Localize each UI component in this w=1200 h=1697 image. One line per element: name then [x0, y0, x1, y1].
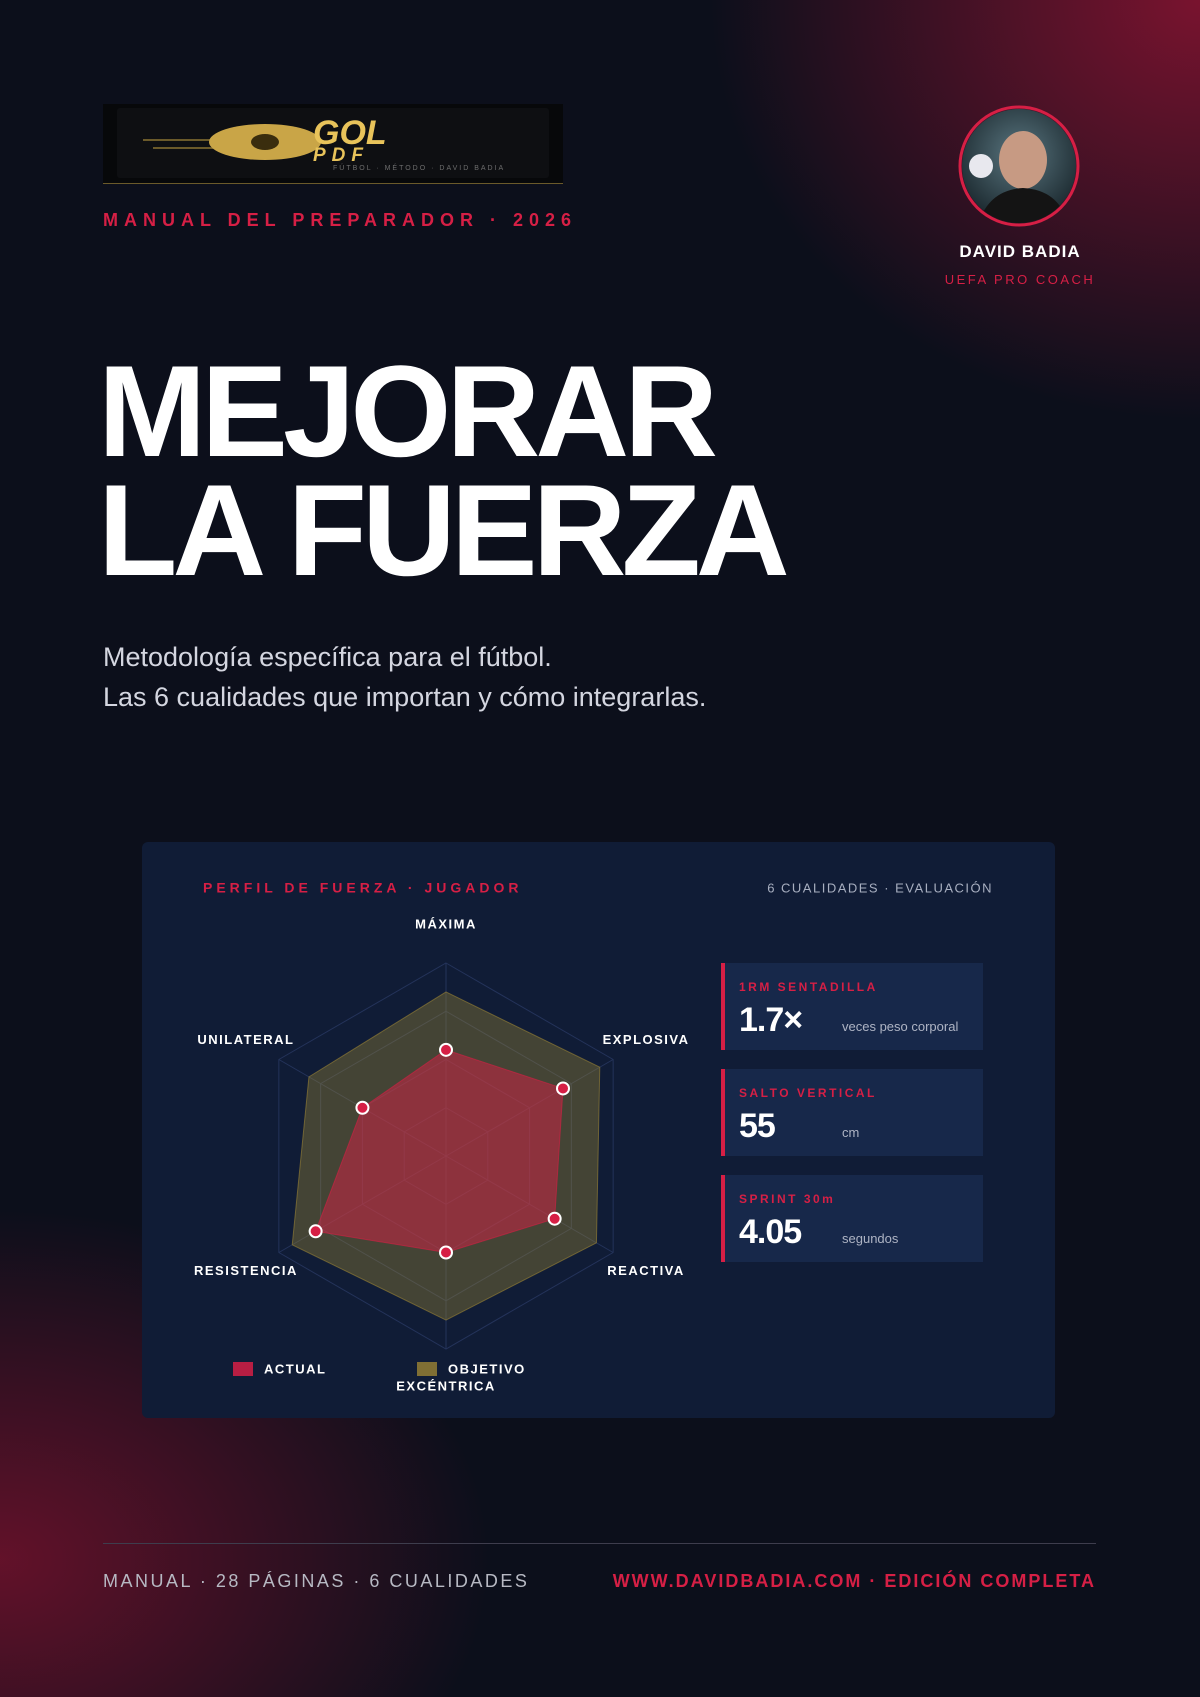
author-role: UEFA PRO COACH: [944, 272, 1096, 287]
footer-left: MANUAL · 28 PÁGINAS · 6 CUALIDADES: [103, 1571, 530, 1591]
stat-unit: cm: [842, 1125, 860, 1140]
legend-swatch: [233, 1362, 253, 1376]
logo-title: GOL: [313, 114, 387, 152]
stat-card: SALTO VERTICAL 55 cm: [721, 1069, 983, 1156]
stat-label: SALTO VERTICAL: [739, 1086, 877, 1100]
chart-panel: PERFIL DE FUERZA · JUGADOR 6 CUALIDADES …: [142, 842, 1055, 1418]
subtitle: Metodología específica para el fútbol.: [103, 642, 552, 672]
logo-frame: [117, 108, 549, 178]
data-point: [439, 1245, 453, 1260]
stat-card: SPRINT 30m 4.05 segundos: [721, 1175, 983, 1262]
legend-swatch: [417, 1362, 437, 1376]
author-photo: [957, 104, 1081, 228]
chart-title: PERFIL DE FUERZA · JUGADOR: [203, 880, 522, 896]
footer-rule: [103, 1543, 1096, 1544]
logo: GOL PDF FÚTBOL · MÉTODO · DAVID BADIA: [103, 104, 563, 184]
stat-unit: veces peso corporal: [842, 1019, 959, 1034]
axis-label: MÁXIMA: [415, 916, 477, 931]
stat-card: 1RM SENTADILLA 1.7× veces peso corporal: [721, 963, 983, 1050]
author-name: DAVID BADIA: [959, 242, 1081, 261]
radar-chart: PERFIL DE FUERZA · JUGADOR 6 CUALIDADES …: [194, 880, 993, 1394]
photo-ring: [958, 105, 1080, 227]
photo-badge: [969, 154, 993, 178]
stat-unit: segundos: [842, 1231, 899, 1246]
data-point: [355, 1100, 370, 1115]
kicker: MANUAL DEL PREPARADOR · 2026: [103, 210, 578, 230]
logo-subtitle: PDF: [313, 145, 369, 166]
logo-art: GOL PDF FÚTBOL · MÉTODO · DAVID BADIA: [117, 108, 549, 178]
photo-art: [958, 105, 1080, 227]
data-point: [556, 1081, 571, 1096]
main-title: LA FUERZA: [98, 457, 790, 603]
footer-right: WWW.DAVIDBADIA.COM · EDICIÓN COMPLETA: [612, 1571, 1096, 1591]
stat-value: 55: [739, 1107, 776, 1145]
legend-label: OBJETIVO: [448, 1361, 526, 1376]
axis-label: REACTIVA: [607, 1263, 684, 1278]
axis-label: EXPLOSIVA: [603, 1032, 690, 1047]
data-point: [547, 1211, 562, 1226]
data-point: [439, 1042, 453, 1057]
stat-label: SPRINT 30m: [739, 1192, 836, 1206]
data-point: [308, 1224, 323, 1239]
photo-head: [999, 131, 1047, 189]
legend-label: ACTUAL: [264, 1361, 326, 1376]
stat-value: 4.05: [739, 1213, 802, 1251]
subtitle: Las 6 cualidades que importan y cómo int…: [103, 682, 707, 712]
main-title: MEJORAR: [98, 338, 718, 484]
axis-label: EXCÉNTRICA: [396, 1378, 496, 1393]
axis-label: UNILATERAL: [197, 1032, 294, 1047]
stat-value: 1.7×: [739, 1001, 803, 1039]
chart-subtitle: 6 CUALIDADES · EVALUACIÓN: [767, 880, 993, 895]
axis-label: RESISTENCIA: [194, 1263, 298, 1278]
stat-label: 1RM SENTADILLA: [739, 980, 878, 994]
logo-tagline: FÚTBOL · MÉTODO · DAVID BADIA: [333, 163, 505, 172]
logo-ball-patch: [251, 134, 279, 150]
